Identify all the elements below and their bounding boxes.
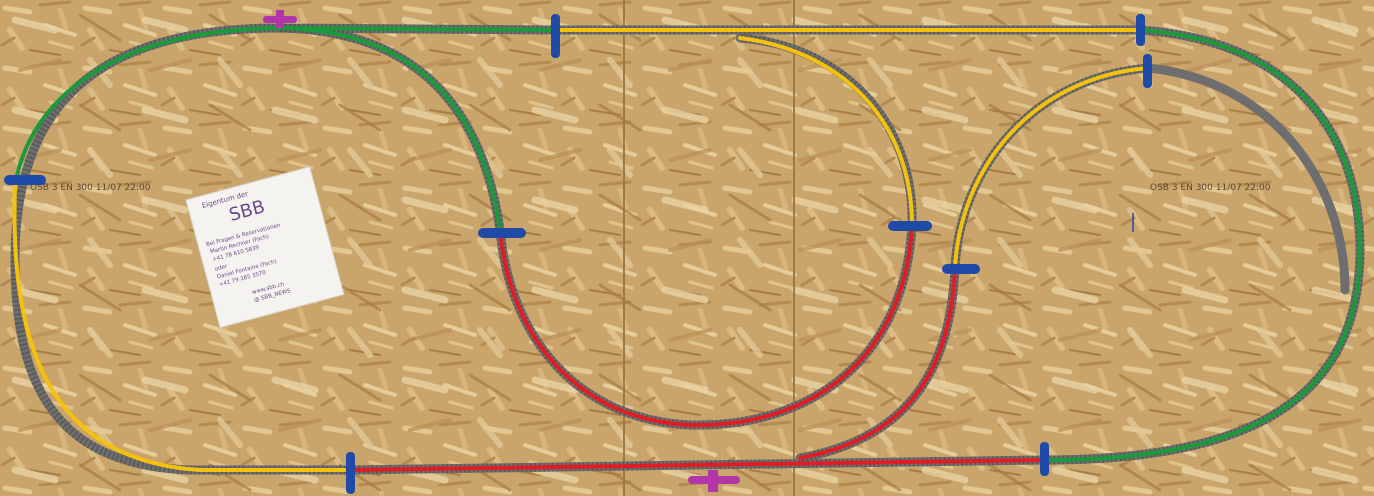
track-right-inner-2 bbox=[1143, 63, 1350, 295]
note-line-6: oder bbox=[214, 264, 228, 273]
connector-purple-top bbox=[263, 10, 297, 28]
connector-blue-right-junction bbox=[942, 264, 980, 274]
route-yellow bbox=[12, 28, 1150, 472]
connector-blue-mid-left bbox=[478, 228, 526, 238]
route-red bbox=[348, 223, 1047, 472]
board-print-right: OSB 3 EN 300 11/07 22:00 bbox=[1150, 183, 1271, 193]
paper-note: Eigentum der SBB Bei Fragen & Reservatio… bbox=[185, 166, 345, 329]
connector-blue-top-1 bbox=[551, 14, 560, 58]
connector-purple-bottom bbox=[688, 470, 740, 492]
connector-blue-left bbox=[4, 175, 46, 185]
connector-layer bbox=[4, 10, 1152, 494]
connector-blue-mid-right bbox=[888, 221, 932, 231]
connector-blue-bottom-right bbox=[1040, 442, 1049, 476]
connector-blue-bottom-left bbox=[346, 452, 355, 494]
route-green bbox=[13, 25, 1363, 462]
connector-blue-right-inner bbox=[1143, 54, 1152, 88]
connector-blue-top-2 bbox=[1136, 14, 1145, 46]
board-print-left: OSB 3 EN 300 11/07 22:00 bbox=[30, 183, 151, 193]
